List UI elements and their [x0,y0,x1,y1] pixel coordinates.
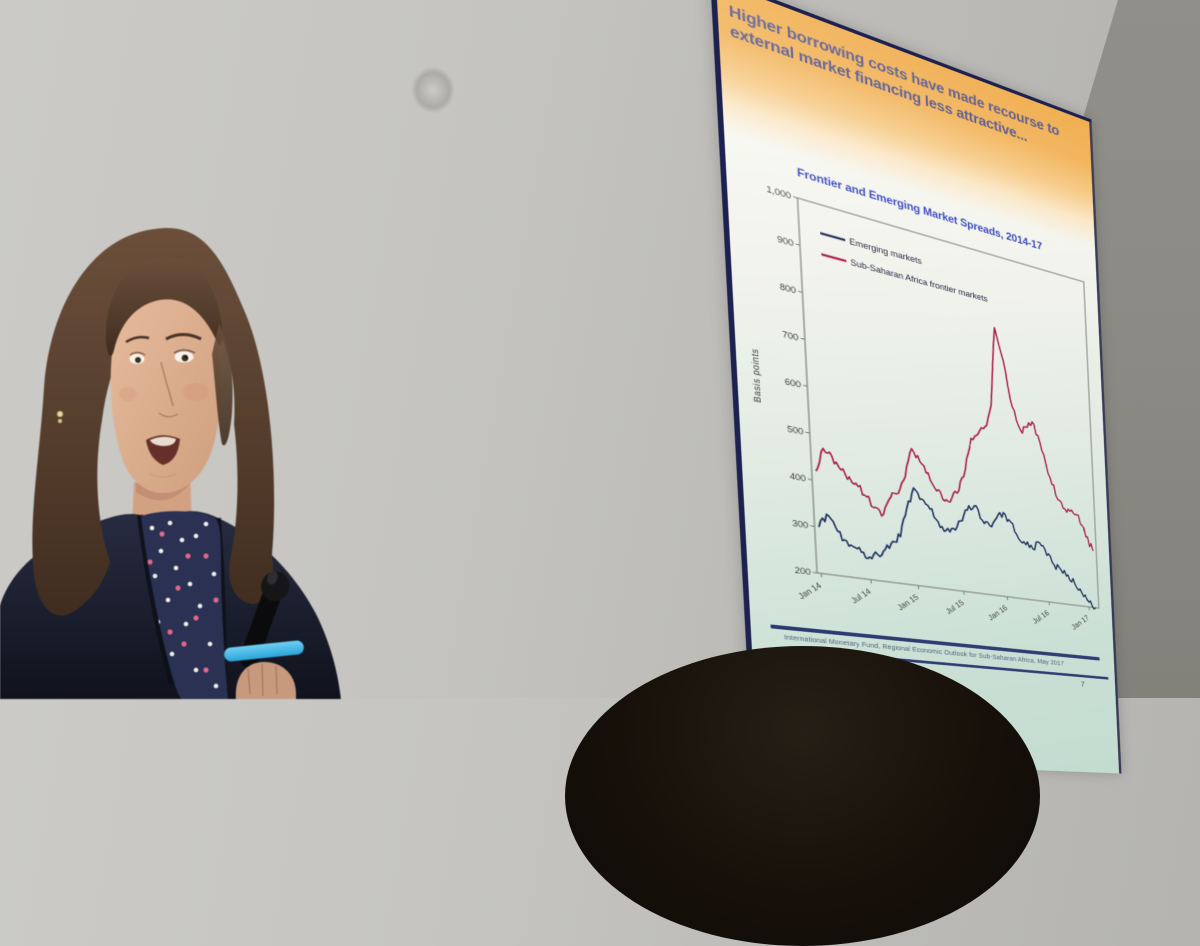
y-tick-label: 800 [779,281,796,295]
y-tick-label: 600 [784,376,801,390]
legend-swatch [820,233,845,240]
y-tick-label: 1,000 [766,184,791,202]
photo-presentation-scene: { "slide": { "title": "Higher borrowing … [0,0,1200,698]
chart-container: 1,000 900 800 700 600 500 400 300 200 Basis point… [730,164,1113,650]
x-tick-label: Jul 16 [1031,609,1051,626]
y-tick-label: 700 [782,329,799,343]
x-tick-label: Jul 14 [850,587,873,605]
y-tick-label: 900 [777,234,794,249]
x-tick-label: Jan 15 [896,593,920,612]
y-tick-label: 500 [787,424,804,437]
cheek-blush-right [183,383,209,401]
y-tick-label: 200 [794,565,811,577]
y-tick-label: 400 [789,471,806,484]
cheek-blush-left [119,387,137,401]
iris-right [182,355,189,362]
x-tick-label: Jan 16 [987,604,1009,623]
spread-line-chart: 1,000 900 800 700 600 500 400 300 200 Basis point… [730,164,1108,645]
audience-head-silhouette [565,646,1040,946]
x-tick-label: Jan 17 [1070,614,1091,632]
wall-smudge-mark [405,60,461,120]
y-tick [793,197,797,198]
y-tick-label: 300 [792,518,809,531]
earring-drop [58,419,62,423]
slide-title: Higher borrowing costs have made recours… [716,0,1091,170]
iris-left [135,357,141,363]
pupil-right [185,356,187,358]
x-tick-label: Jul 15 [944,599,965,617]
earring [57,411,63,417]
legend-swatch [821,254,846,261]
series-line-frontier [806,279,1093,551]
presenter-woman [0,224,345,699]
y-tick [813,572,817,573]
y-tick [810,526,814,527]
y-axis-title: Basis points [749,347,764,403]
x-tick-label: Jan 14 [797,581,824,601]
